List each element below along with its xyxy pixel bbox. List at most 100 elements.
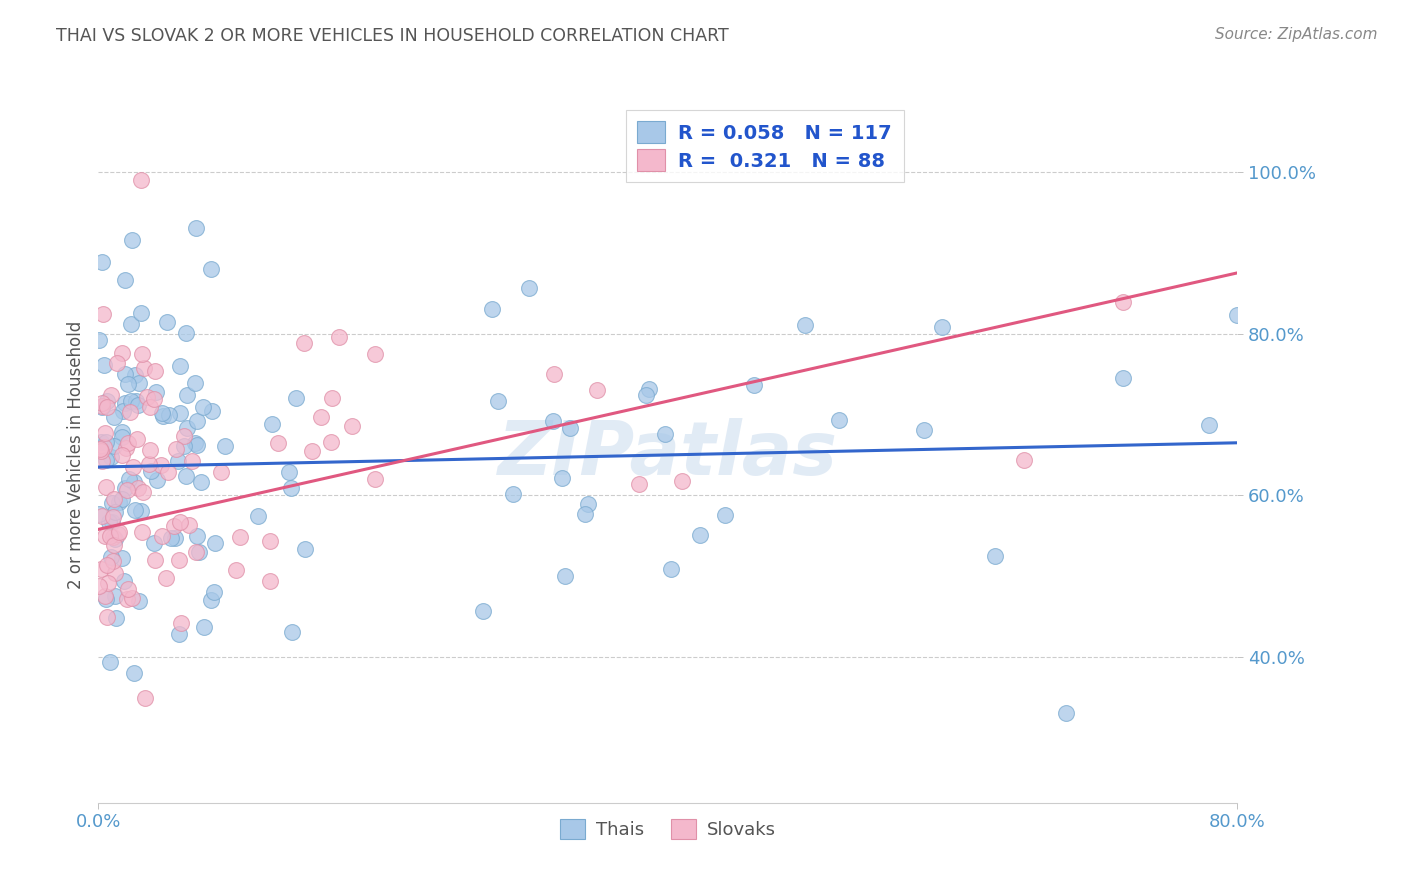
Point — [93, 440, 115, 454]
Point — [184, 436, 207, 450]
Point — [190, 475, 212, 490]
Point — [160, 531, 183, 545]
Point — [89, 442, 111, 457]
Point — [91, 395, 114, 409]
Point — [90, 562, 112, 576]
Point — [111, 425, 134, 440]
Point — [129, 503, 152, 517]
Point — [204, 536, 226, 550]
Point — [176, 387, 198, 401]
Point — [122, 475, 145, 489]
Point — [115, 441, 138, 455]
Point — [121, 460, 143, 475]
Point — [181, 454, 204, 468]
Point — [267, 435, 290, 450]
Point — [107, 527, 129, 541]
Point — [145, 385, 167, 400]
Point — [193, 620, 215, 634]
Point — [94, 452, 117, 467]
Point — [554, 569, 576, 583]
Point — [229, 530, 252, 544]
Point — [167, 553, 190, 567]
Point — [100, 388, 122, 402]
Point — [186, 414, 208, 428]
Point — [541, 414, 564, 428]
Point — [167, 454, 190, 468]
Point — [104, 566, 127, 580]
Point — [111, 448, 134, 462]
Point — [1112, 295, 1135, 310]
Point — [574, 507, 596, 521]
Point — [110, 346, 132, 360]
Point — [517, 281, 540, 295]
Point — [128, 376, 150, 390]
Point — [1226, 308, 1249, 322]
Point — [127, 398, 149, 412]
Text: ZIPatlas: ZIPatlas — [498, 418, 838, 491]
Point — [319, 434, 342, 449]
Point — [101, 530, 124, 544]
Text: Source: ZipAtlas.com: Source: ZipAtlas.com — [1215, 27, 1378, 42]
Point — [105, 356, 128, 370]
Point — [131, 524, 153, 539]
Point — [124, 368, 146, 382]
Point — [104, 533, 127, 547]
Point — [101, 509, 124, 524]
Point — [139, 400, 162, 414]
Point — [108, 495, 131, 509]
Point — [1012, 453, 1035, 467]
Point — [169, 406, 191, 420]
Point — [96, 401, 118, 415]
Point — [186, 529, 208, 543]
Point — [636, 387, 658, 401]
Point — [225, 563, 247, 577]
Point — [502, 487, 524, 501]
Point — [143, 392, 166, 406]
Point — [112, 404, 135, 418]
Point — [186, 544, 208, 558]
Point — [174, 326, 197, 340]
Point — [94, 480, 117, 494]
Point — [659, 562, 682, 576]
Point — [671, 474, 693, 488]
Point — [173, 429, 195, 443]
Point — [124, 503, 146, 517]
Point — [294, 542, 316, 557]
Point — [121, 233, 143, 247]
Point — [100, 516, 122, 530]
Point — [118, 405, 141, 419]
Point — [117, 483, 139, 497]
Point — [585, 383, 607, 397]
Point — [173, 438, 195, 452]
Point — [117, 436, 139, 450]
Point — [104, 505, 127, 519]
Point — [214, 439, 236, 453]
Point — [100, 450, 122, 464]
Point — [120, 318, 142, 332]
Point — [104, 611, 127, 625]
Point — [97, 515, 120, 529]
Point — [638, 382, 661, 396]
Point — [169, 515, 191, 529]
Point — [163, 531, 186, 545]
Point — [246, 508, 269, 523]
Point — [176, 420, 198, 434]
Point — [984, 549, 1007, 563]
Point — [201, 403, 224, 417]
Point — [114, 367, 136, 381]
Point — [471, 604, 494, 618]
Point — [280, 481, 302, 495]
Point — [94, 425, 117, 440]
Point — [931, 319, 953, 334]
Point — [100, 549, 122, 564]
Point — [628, 477, 651, 491]
Point — [96, 435, 118, 450]
Point — [127, 432, 149, 446]
Point — [110, 491, 132, 506]
Point — [112, 574, 135, 588]
Point — [131, 485, 153, 500]
Point — [742, 378, 765, 392]
Point — [321, 392, 343, 406]
Point — [97, 576, 120, 591]
Point — [134, 690, 156, 705]
